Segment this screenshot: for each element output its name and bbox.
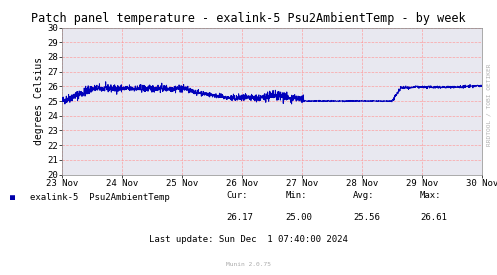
Text: RRDTOOL / TOBI OETIKER: RRDTOOL / TOBI OETIKER xyxy=(486,63,491,146)
Text: 26.61: 26.61 xyxy=(420,213,447,222)
Text: Cur:: Cur: xyxy=(226,191,248,200)
Text: Max:: Max: xyxy=(420,191,441,200)
Text: 25.00: 25.00 xyxy=(286,213,313,222)
Text: 25.56: 25.56 xyxy=(353,213,380,222)
Text: Min:: Min: xyxy=(286,191,307,200)
Text: Last update: Sun Dec  1 07:40:00 2024: Last update: Sun Dec 1 07:40:00 2024 xyxy=(149,235,348,244)
Text: Patch panel temperature - exalink-5 Psu2AmbientTemp - by week: Patch panel temperature - exalink-5 Psu2… xyxy=(31,12,466,25)
Text: exalink-5  Psu2AmbientTemp: exalink-5 Psu2AmbientTemp xyxy=(30,192,169,202)
Y-axis label: degrees Celsius: degrees Celsius xyxy=(34,57,44,145)
Text: ■: ■ xyxy=(10,192,15,202)
Text: 26.17: 26.17 xyxy=(226,213,253,222)
Text: Avg:: Avg: xyxy=(353,191,374,200)
Text: Munin 2.0.75: Munin 2.0.75 xyxy=(226,262,271,267)
